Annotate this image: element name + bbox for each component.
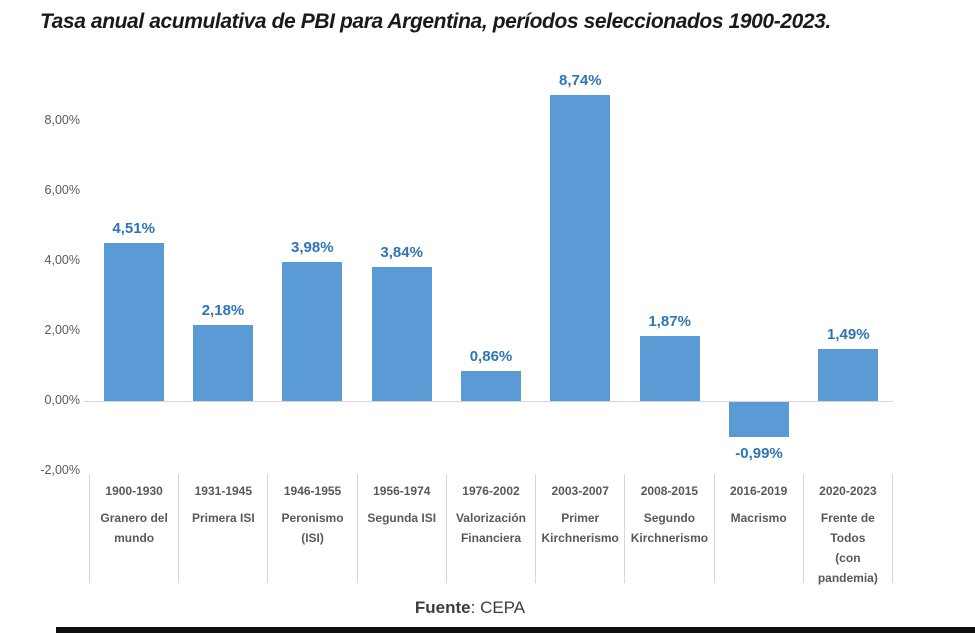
y-axis-tick-label: -2,00% <box>40 463 80 477</box>
category-name: Primer Kirchnerismo <box>541 511 619 545</box>
bar-value-label: 3,98% <box>291 238 334 256</box>
category-name: Macrismo <box>730 511 787 525</box>
bottom-divider-bar <box>56 627 975 633</box>
bar <box>282 261 343 401</box>
y-axis-tick-label: 0,00% <box>44 393 80 407</box>
category-name: Peronismo (ISI) <box>281 511 344 545</box>
category-cell: 1976-2002 Valorización Financiera <box>445 474 535 583</box>
y-axis-tick-label: 4,00% <box>44 253 80 267</box>
source-value: : CEPA <box>470 598 526 617</box>
bar-value-label: 3,84% <box>380 243 423 261</box>
bar-value-label: 8,74% <box>559 72 602 90</box>
category-cell: 1900-1930 Granero del mundo <box>89 474 178 583</box>
category-period: 2003-2007 <box>551 484 609 498</box>
bar-value-label: 4,51% <box>112 220 155 238</box>
bar-value-label: 1,49% <box>827 325 870 343</box>
category-cell: 1946-1955 Peronismo (ISI) <box>267 474 356 583</box>
category-period: 2016-2019 <box>729 484 788 498</box>
bar-value-label: 2,18% <box>201 301 245 319</box>
bar-value-label: -0,99% <box>735 444 783 462</box>
x-axis-category-labels: 1900-1930 Granero del mundo 1931-1945 Prime… <box>89 474 893 585</box>
category-cell: 2020-2023 Frente de Todos (con pandemia) <box>802 474 893 585</box>
category-cell: 1931-1945 Primera ISI <box>178 474 267 583</box>
source-label: Fuente <box>414 598 471 617</box>
category-period: 1931-1945 <box>194 484 253 498</box>
bar <box>461 370 521 401</box>
chart-title: Tasa anual acumulativa de PBI para Argen… <box>40 10 831 33</box>
category-name: Segunda ISI <box>367 511 437 525</box>
category-name: Granero del mundo <box>100 511 168 545</box>
category-cell: 2008-2015 Segundo Kirchnerismo <box>624 474 713 583</box>
category-cell: 2016-2019 Macrismo <box>713 474 803 583</box>
bar <box>639 335 700 401</box>
category-name: Frente de Todos (con pandemia) <box>817 511 878 585</box>
bar <box>193 324 253 401</box>
category-name: Segundo Kirchnerismo <box>630 511 709 545</box>
bar <box>550 95 611 401</box>
source-caption: Fuente: CEPA <box>0 598 940 618</box>
y-axis-tick-label: 8,00% <box>44 113 80 127</box>
y-axis-tick-label: 2,00% <box>44 323 80 337</box>
y-axis-tick-label: 6,00% <box>44 183 80 197</box>
category-period: 2008-2015 <box>640 484 699 498</box>
category-period: 1956-1974 <box>373 484 431 498</box>
zero-axis-line <box>84 401 893 402</box>
bar-value-label: 0,86% <box>469 347 513 365</box>
bar-value-label: 1,87% <box>648 312 691 330</box>
category-period: 2020-2023 <box>819 484 877 498</box>
bar <box>103 243 164 401</box>
category-name: Valorización Financiera <box>455 511 526 545</box>
category-name: Primera ISI <box>191 511 255 525</box>
category-cell: 1956-1974 Segunda ISI <box>356 474 446 583</box>
bar <box>729 402 789 437</box>
category-period: 1900-1930 <box>105 484 163 498</box>
bar <box>818 348 879 401</box>
category-period: 1976-2002 <box>462 484 520 498</box>
bar <box>371 266 432 401</box>
category-period: 1946-1955 <box>283 484 342 498</box>
category-cell: 2003-2007 Primer Kirchnerismo <box>535 474 624 583</box>
